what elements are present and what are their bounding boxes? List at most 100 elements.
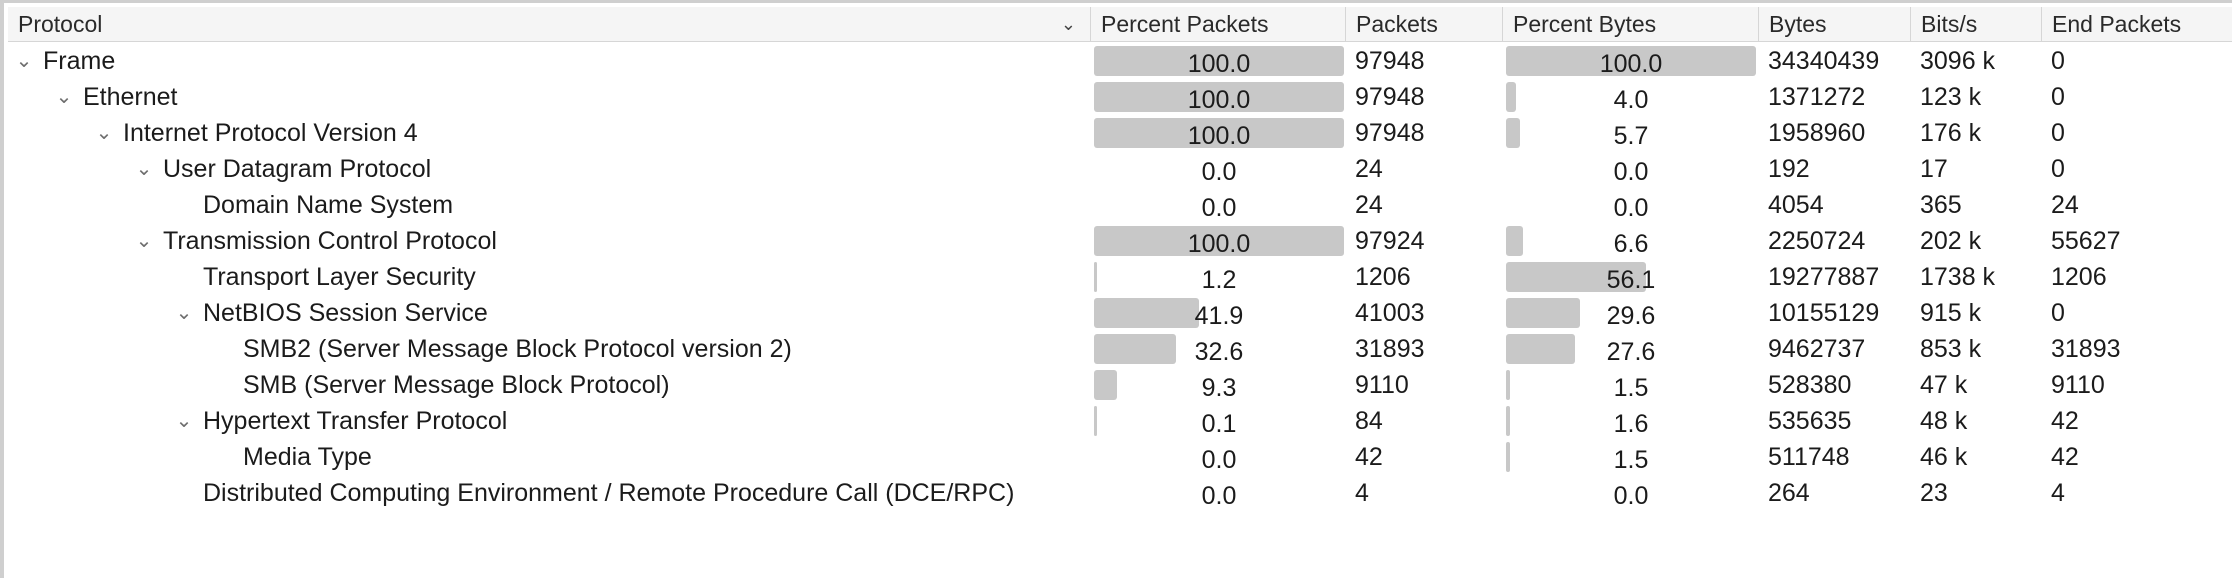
table-row[interactable]: ⌄ User Datagram Protocol 0.0 24 0.0 192 17 0 — [8, 151, 2232, 187]
percent-bytes-value: 5.7 — [1613, 122, 1649, 150]
table-row[interactable]: ⌄ Ethernet 100.0 97948 4.0 1371272 123 k 0 — [8, 79, 2232, 115]
bits-per-s-cell: 202 k — [1920, 227, 1982, 255]
protocol-cell[interactable]: SMB2 (Server Message Block Protocol vers… — [8, 331, 1090, 367]
column-header-end-packets[interactable]: End Packets — [2041, 7, 2232, 41]
end-packets-cell: 42 — [2051, 407, 2079, 435]
percent-bytes-value: 0.0 — [1613, 158, 1649, 186]
protocol-cell[interactable]: Domain Name System — [8, 187, 1090, 223]
percent-bytes-value: 0.0 — [1613, 194, 1649, 222]
percent-packets-cell: 100.0 — [1090, 115, 1345, 151]
table-row[interactable]: ⌄ Internet Protocol Version 4 100.0 97948 5.… — [8, 115, 2232, 151]
table-row[interactable]: SMB2 (Server Message Block Protocol vers… — [8, 331, 2232, 367]
column-header-bytes[interactable]: Bytes — [1758, 7, 1910, 41]
table-row[interactable]: Domain Name System 0.0 24 0.0 4054 365 24 — [8, 187, 2232, 223]
column-header-percent-bytes[interactable]: Percent Bytes — [1502, 7, 1758, 41]
protocol-cell[interactable]: SMB (Server Message Block Protocol) — [8, 367, 1090, 403]
percent-bytes-cell: 1.5 — [1502, 367, 1758, 403]
bytes-cell: 9462737 — [1768, 335, 1866, 363]
packets-cell: 84 — [1355, 407, 1383, 435]
percent-bytes-cell: 0.0 — [1502, 187, 1758, 223]
percent-packets-bar-track: 41.9 — [1094, 298, 1344, 330]
protocol-cell[interactable]: ⌄ Internet Protocol Version 4 — [8, 115, 1090, 151]
protocol-cell[interactable]: ⌄ User Datagram Protocol — [8, 151, 1090, 187]
percent-bytes-bar-fill — [1506, 442, 1510, 472]
protocol-label: User Datagram Protocol — [163, 155, 432, 183]
bytes-cell: 264 — [1768, 479, 1810, 507]
percent-bytes-cell: 0.0 — [1502, 475, 1758, 511]
percent-packets-value: 0.0 — [1201, 158, 1237, 186]
protocol-label: Ethernet — [83, 83, 178, 111]
percent-packets-cell: 0.0 — [1090, 187, 1345, 223]
packets-cell: 24 — [1355, 155, 1383, 183]
protocol-label: Transmission Control Protocol — [163, 227, 497, 255]
percent-packets-value: 32.6 — [1194, 338, 1244, 366]
bits-per-s-cell: 365 — [1920, 191, 1962, 219]
bits-per-s-cell: 123 k — [1920, 83, 1982, 111]
percent-packets-bar-track: 0.0 — [1094, 478, 1344, 510]
table-row[interactable]: ⌄ Transmission Control Protocol 100.0 97924… — [8, 223, 2232, 259]
column-header-bytes-label: Bytes — [1769, 11, 1827, 37]
percent-packets-value: 0.0 — [1201, 446, 1237, 474]
end-packets-cell: 0 — [2051, 299, 2065, 327]
column-header-percent-packets[interactable]: Percent Packets — [1090, 7, 1345, 41]
protocol-cell[interactable]: Transport Layer Security — [8, 259, 1090, 295]
percent-bytes-cell: 5.7 — [1502, 115, 1758, 151]
chevron-down-icon[interactable]: ⌄ — [135, 158, 153, 180]
column-header-bits-per-s[interactable]: Bits/s — [1910, 7, 2041, 41]
protocol-label: Domain Name System — [203, 191, 454, 219]
percent-packets-cell: 0.1 — [1090, 403, 1345, 439]
table-row[interactable]: Media Type 0.0 42 1.5 511748 46 k 42 — [8, 439, 2232, 475]
table-row[interactable]: ⌄ Frame 100.0 97948 100.0 34340439 3096 k 0 — [8, 43, 2232, 79]
chevron-down-icon[interactable]: ⌄ — [175, 410, 193, 432]
bytes-cell: 1958960 — [1768, 119, 1866, 147]
percent-bytes-cell: 4.0 — [1502, 79, 1758, 115]
bits-per-s-cell: 23 — [1920, 479, 1948, 507]
percent-bytes-value: 1.5 — [1613, 446, 1649, 474]
column-header-protocol[interactable]: Protocol ⌄ — [8, 7, 1090, 41]
percent-bytes-bar-fill — [1506, 370, 1510, 400]
percent-bytes-value: 1.5 — [1613, 374, 1649, 402]
bytes-cell: 511748 — [1768, 443, 1850, 471]
protocol-cell[interactable]: ⌄ Transmission Control Protocol — [8, 223, 1090, 259]
percent-packets-cell: 0.0 — [1090, 151, 1345, 187]
percent-packets-bar-track: 0.1 — [1094, 406, 1344, 438]
percent-bytes-cell: 6.6 — [1502, 223, 1758, 259]
protocol-cell[interactable]: Media Type — [8, 439, 1090, 475]
protocol-cell[interactable]: Distributed Computing Environment / Remo… — [8, 475, 1090, 511]
percent-bytes-value: 29.6 — [1606, 302, 1656, 330]
packets-cell: 31893 — [1355, 335, 1425, 363]
chevron-down-icon[interactable]: ⌄ — [95, 122, 113, 144]
percent-bytes-bar-fill — [1506, 118, 1520, 148]
percent-bytes-bar-fill — [1506, 298, 1580, 328]
percent-bytes-bar-track: 100.0 — [1506, 46, 1756, 78]
table-row[interactable]: SMB (Server Message Block Protocol) 9.3 91… — [8, 367, 2232, 403]
column-header-packets[interactable]: Packets — [1345, 7, 1502, 41]
percent-bytes-cell: 27.6 — [1502, 331, 1758, 367]
table-row[interactable]: ⌄ NetBIOS Session Service 41.9 41003 29.6 101… — [8, 295, 2232, 331]
protocol-cell[interactable]: ⌄ Hypertext Transfer Protocol — [8, 403, 1090, 439]
chevron-down-icon[interactable]: ⌄ — [15, 50, 33, 72]
end-packets-cell: 31893 — [2051, 335, 2121, 363]
percent-bytes-cell: 56.1 — [1502, 259, 1758, 295]
table-row[interactable]: ⌄ Hypertext Transfer Protocol 0.1 84 1.6 5356… — [8, 403, 2232, 439]
packets-cell: 24 — [1355, 191, 1383, 219]
percent-packets-value: 100.0 — [1187, 50, 1251, 78]
percent-packets-value: 0.0 — [1201, 194, 1237, 222]
protocol-cell[interactable]: ⌄ NetBIOS Session Service — [8, 295, 1090, 331]
protocol-cell[interactable]: ⌄ Ethernet — [8, 79, 1090, 115]
table-row[interactable]: Transport Layer Security 1.2 1206 56.1 19277… — [8, 259, 2232, 295]
chevron-down-icon[interactable]: ⌄ — [135, 230, 153, 252]
chevron-down-icon[interactable]: ⌄ — [1060, 14, 1076, 34]
percent-bytes-bar-track: 1.6 — [1506, 406, 1756, 438]
protocol-cell[interactable]: ⌄ Frame — [8, 43, 1090, 79]
percent-packets-value: 100.0 — [1187, 230, 1251, 258]
chevron-down-icon[interactable]: ⌄ — [55, 86, 73, 108]
packets-cell: 97948 — [1355, 119, 1425, 147]
bits-per-s-cell: 3096 k — [1920, 47, 1996, 75]
protocol-label: Media Type — [243, 443, 372, 471]
end-packets-cell: 42 — [2051, 443, 2079, 471]
chevron-down-icon[interactable]: ⌄ — [175, 302, 193, 324]
table-row[interactable]: Distributed Computing Environment / Remo… — [8, 475, 2232, 511]
protocol-label: Transport Layer Security — [203, 263, 476, 291]
